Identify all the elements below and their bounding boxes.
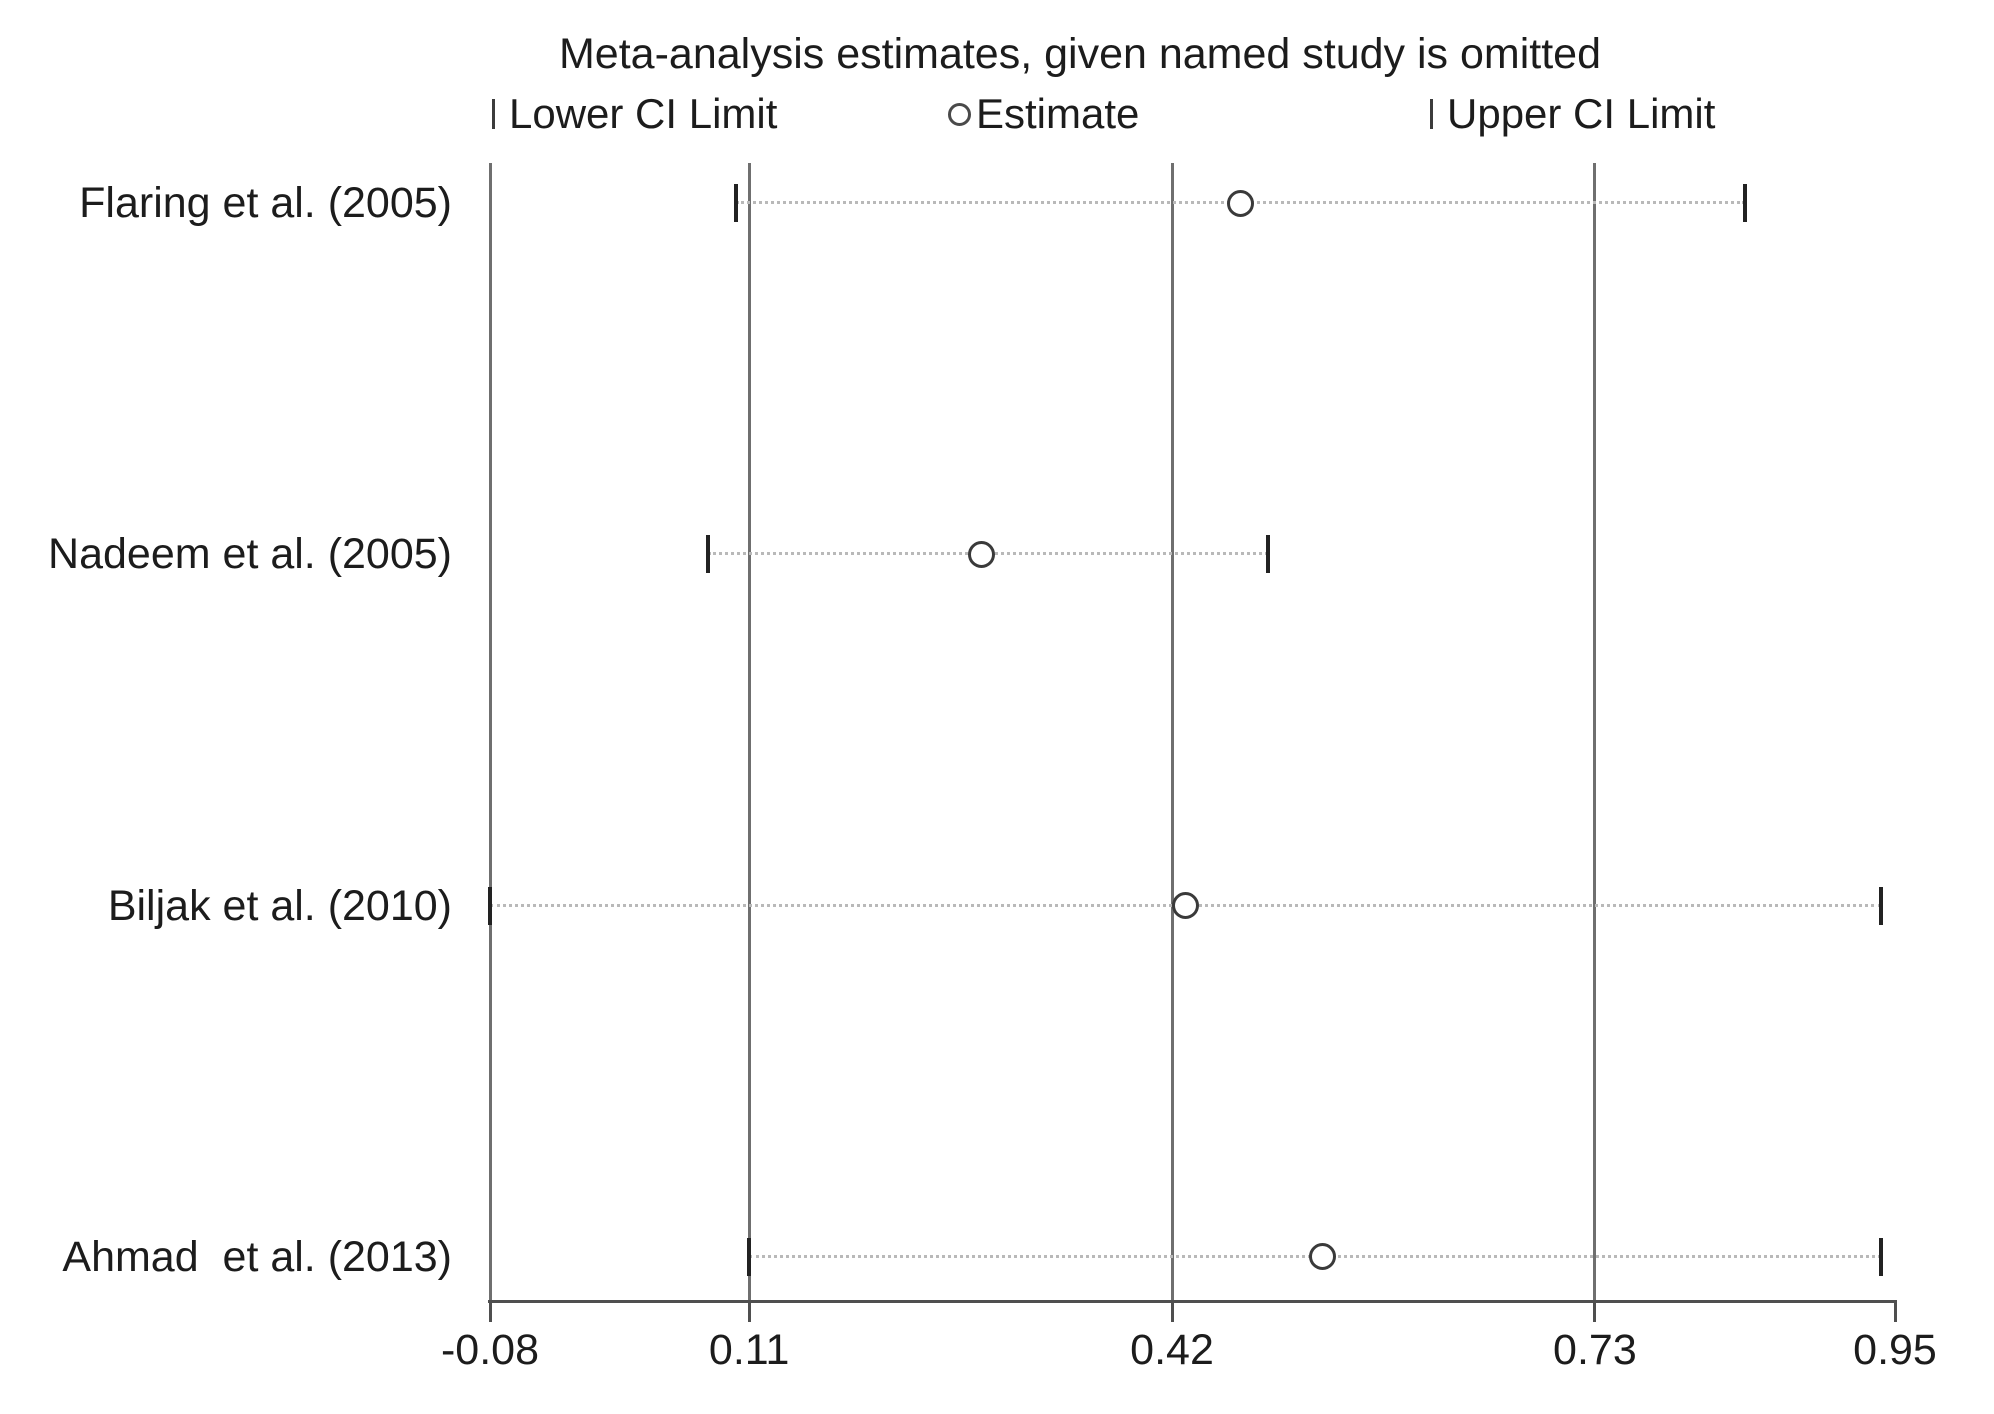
study-label: Biljak et al. (2010) [107, 881, 452, 930]
study-label: Nadeem et al. (2005) [48, 530, 452, 579]
x-axis-tick-label: -0.08 [440, 1326, 540, 1374]
lower-ci-tick [706, 535, 711, 574]
x-axis-tick [747, 1300, 751, 1322]
gridline [488, 163, 492, 1300]
gridline [1170, 163, 1174, 1300]
upper-ci-tick [1879, 1237, 1884, 1276]
x-axis-tick [1593, 1300, 1597, 1322]
x-axis-tick-label: 0.11 [708, 1326, 790, 1374]
lower-ci-tick [733, 184, 738, 222]
x-axis-tick-label: 0.42 [1130, 1326, 1214, 1374]
legend: Lower CI Limit Estimate Upper CI Limit [0, 90, 1994, 137]
legend-upper-label: Upper CI Limit [1447, 90, 1716, 137]
estimate-marker [1308, 1243, 1336, 1271]
study-label: Flaring et al. (2005) [79, 179, 452, 227]
study-label: Ahmad et al. (2013) [62, 1232, 452, 1281]
gridline [1593, 163, 1597, 1300]
upper-ci-tick [1265, 535, 1270, 574]
chart-title: Meta-analysis estimates, given named stu… [558, 30, 1602, 78]
x-axis-tick-label: 0.73 [1553, 1326, 1637, 1374]
estimate-marker [1226, 189, 1254, 217]
x-axis-line [488, 1300, 1897, 1303]
lower-ci-tick-icon [492, 99, 495, 129]
x-axis-tick [1170, 1300, 1174, 1322]
legend-estimate-label: Estimate [976, 90, 1140, 137]
x-axis-tick [1893, 1300, 1897, 1322]
upper-ci-tick [1879, 886, 1884, 925]
upper-ci-tick [1742, 184, 1747, 222]
legend-item-lower-ci: Lower CI Limit [492, 90, 778, 137]
lower-ci-tick [747, 1237, 752, 1276]
estimate-circle-icon [948, 102, 971, 126]
legend-lower-label: Lower CI Limit [509, 90, 778, 137]
x-axis-tick-label: 0.95 [1853, 1326, 1937, 1374]
legend-item-upper-ci: Upper CI Limit [1430, 90, 1716, 137]
estimate-marker [1172, 892, 1200, 920]
estimate-marker [967, 540, 995, 568]
gridline [747, 163, 751, 1300]
x-axis-tick [488, 1300, 492, 1322]
upper-ci-tick-icon [1430, 99, 1433, 129]
lower-ci-tick [488, 886, 492, 925]
legend-item-estimate: Estimate [948, 90, 1140, 137]
